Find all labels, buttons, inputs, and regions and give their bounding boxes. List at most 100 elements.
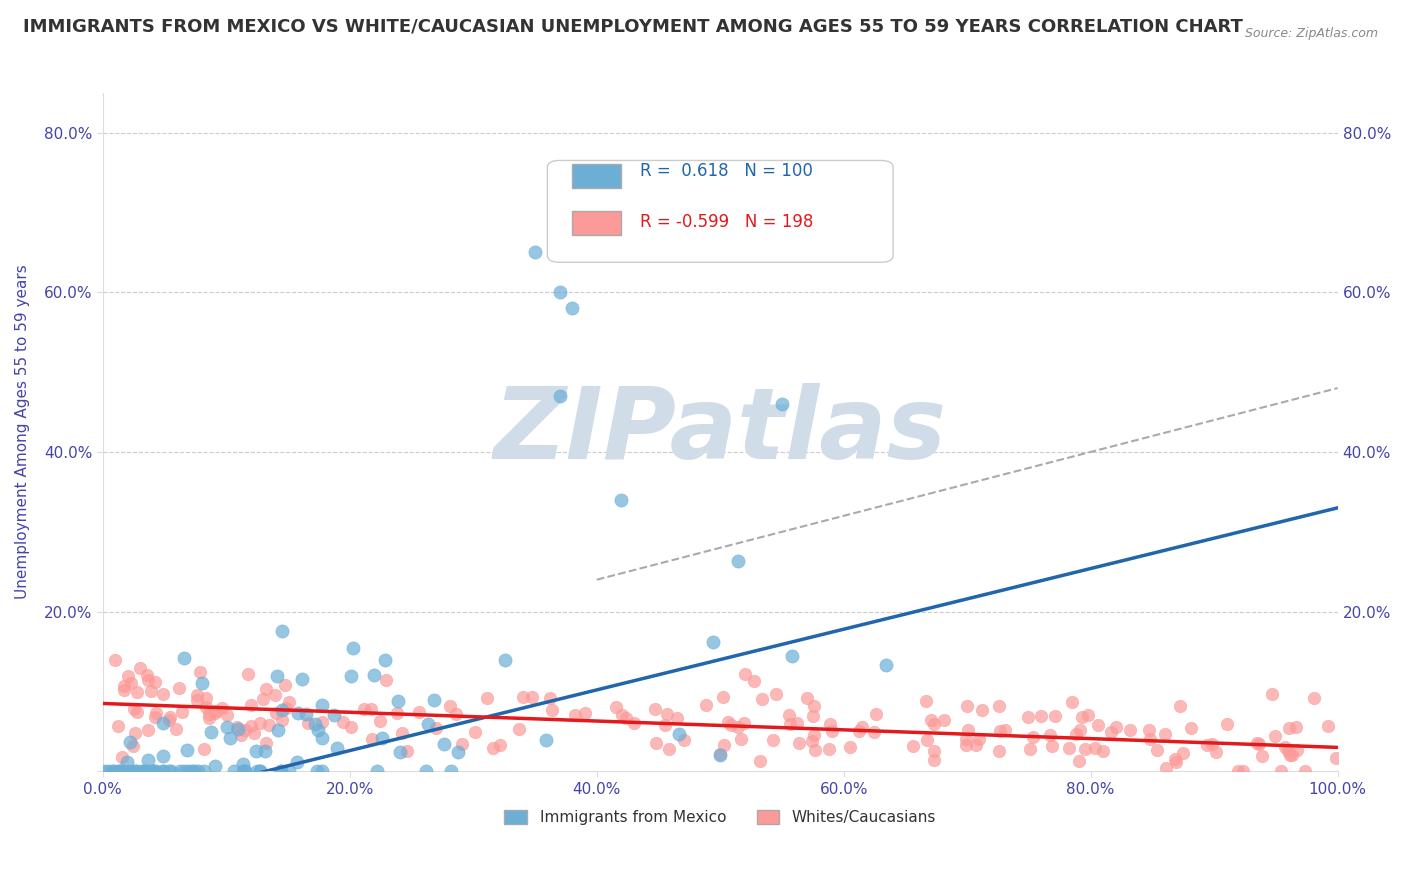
Point (988, 723, 1011, 738)
Point (803, 728, 825, 742)
Text: R = -0.599   N = 198: R = -0.599 N = 198 (640, 212, 813, 230)
Point (1317, 719, 1340, 733)
Point (215, 720, 238, 734)
Point (1039, 728, 1062, 742)
Point (187, 764, 209, 779)
Point (326, 740, 349, 755)
Point (200, 725, 222, 739)
Point (780, 648, 803, 663)
Point (1087, 718, 1109, 732)
Point (1294, 764, 1316, 779)
Point (418, 717, 440, 731)
Point (368, 714, 391, 728)
Point (132, 764, 155, 779)
Point (477, 690, 499, 705)
Point (1246, 736, 1268, 750)
Point (657, 707, 679, 722)
Point (127, 705, 149, 719)
Point (524, 245, 547, 260)
Point (1250, 748, 1272, 763)
Point (124, 702, 146, 716)
Point (1077, 707, 1099, 722)
Point (295, 706, 318, 721)
FancyBboxPatch shape (572, 164, 621, 187)
Point (1119, 723, 1142, 738)
Point (522, 690, 544, 704)
Point (801, 709, 824, 723)
Legend: Immigrants from Mexico, Whites/Caucasians: Immigrants from Mexico, Whites/Caucasian… (498, 805, 942, 831)
Point (623, 716, 645, 731)
Point (361, 731, 384, 746)
Point (311, 715, 333, 730)
Point (233, 764, 256, 779)
Point (166, 722, 188, 736)
Point (173, 650, 195, 665)
Point (1154, 761, 1177, 775)
Point (564, 708, 586, 723)
Point (770, 397, 793, 411)
Point (1084, 741, 1107, 756)
Point (1168, 699, 1191, 714)
Point (138, 673, 160, 688)
Point (955, 732, 977, 747)
Point (1021, 731, 1043, 745)
Point (311, 698, 333, 713)
Point (713, 738, 735, 752)
Point (1071, 710, 1094, 724)
Point (901, 739, 924, 754)
Point (1099, 724, 1122, 739)
Point (561, 301, 583, 316)
Point (1180, 721, 1202, 735)
Point (266, 706, 288, 721)
Point (644, 736, 666, 750)
Point (762, 732, 785, 747)
Point (226, 722, 249, 736)
Point (97, 764, 120, 779)
Point (107, 719, 129, 733)
Point (136, 753, 159, 767)
Point (307, 723, 329, 737)
Point (157, 713, 180, 727)
Point (1019, 742, 1042, 756)
Point (340, 669, 363, 683)
Point (271, 714, 294, 728)
Point (271, 624, 294, 638)
Point (1067, 754, 1090, 768)
Point (111, 764, 134, 779)
Point (112, 682, 135, 697)
Point (614, 711, 637, 725)
Point (1029, 708, 1052, 723)
Point (186, 693, 208, 707)
Point (666, 711, 689, 725)
Point (1137, 723, 1160, 737)
Point (274, 701, 297, 715)
Point (117, 668, 139, 682)
Point (1285, 720, 1308, 734)
Point (1277, 744, 1299, 758)
Point (1286, 742, 1309, 756)
Point (711, 690, 734, 704)
Point (285, 755, 308, 769)
Point (193, 741, 215, 756)
Point (915, 694, 938, 708)
Point (121, 739, 143, 753)
Point (191, 675, 214, 690)
Point (932, 713, 955, 727)
Point (120, 675, 142, 690)
Point (956, 723, 979, 737)
Text: R =  0.618   N = 100: R = 0.618 N = 100 (640, 161, 813, 179)
Point (160, 764, 183, 779)
Point (143, 675, 166, 690)
Point (103, 764, 125, 779)
Point (297, 716, 319, 731)
Point (112, 679, 135, 693)
Point (994, 723, 1017, 738)
FancyBboxPatch shape (547, 161, 893, 262)
Point (720, 718, 742, 732)
Point (249, 716, 271, 731)
Point (204, 706, 226, 720)
Point (1017, 710, 1039, 724)
Point (955, 699, 977, 714)
Point (232, 764, 254, 779)
Point (249, 764, 271, 779)
